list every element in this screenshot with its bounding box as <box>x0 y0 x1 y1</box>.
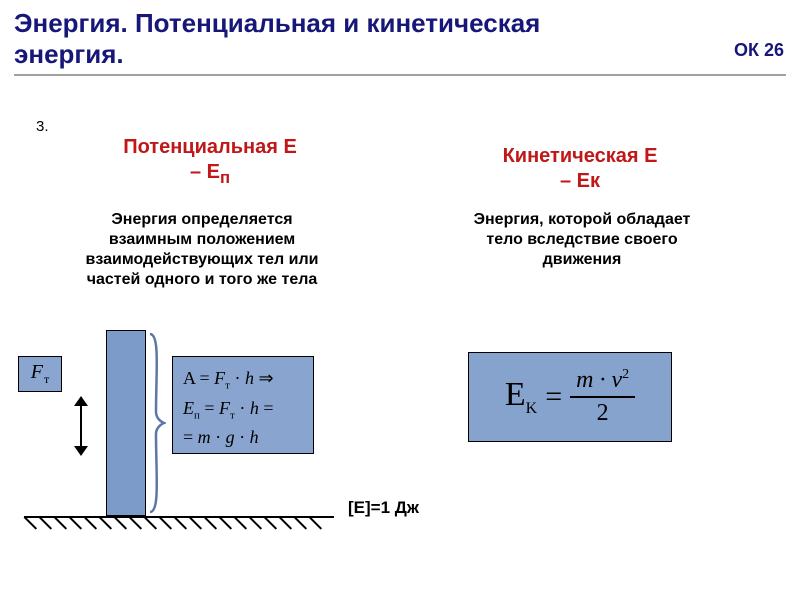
hatch-mark <box>219 516 233 530</box>
title-line-2: энергия. <box>14 39 124 69</box>
potential-heading-l1: Потенциальная Е <box>123 136 297 158</box>
hatch-mark <box>249 516 263 530</box>
hatch-mark <box>294 516 308 530</box>
hatch-mark <box>174 516 188 530</box>
hatch-mark <box>39 516 53 530</box>
kinetic-heading: Кинетическая Е – Ек <box>440 144 720 194</box>
hatch-mark <box>129 516 143 530</box>
kinetic-heading-l2: – Ек <box>560 170 600 192</box>
ke-denominator: 2 <box>597 398 609 427</box>
hatch-mark <box>189 516 203 530</box>
pe-line1: A = Fт · h ⇒ <box>183 365 303 395</box>
potential-heading-l2: – Еп <box>190 161 230 183</box>
force-label-box: Fт <box>18 356 62 392</box>
kinetic-definition: Энергия, которой обладает тело вследстви… <box>462 210 702 270</box>
pe-line3: = m · g · h <box>183 424 303 452</box>
arrow-head-up-icon <box>74 396 88 406</box>
hatch-mark <box>99 516 113 530</box>
hatch-mark <box>144 516 158 530</box>
ke-numerator: m · v2 <box>570 367 635 398</box>
hatch-mark <box>114 516 128 530</box>
hatch-mark <box>279 516 293 530</box>
hatch-mark <box>309 516 323 530</box>
ke-equals: = <box>545 380 562 414</box>
page-title: Энергия. Потенциальная и кинетическая эн… <box>0 0 800 70</box>
item-number: 3. <box>36 118 49 135</box>
badge-label: ОК 26 <box>734 40 784 62</box>
potential-definition: Энергия определяется взаимным положением… <box>72 210 332 290</box>
kinetic-formula-box: EK = m · v2 2 <box>468 352 672 442</box>
hatch-mark <box>84 516 98 530</box>
title-line-1: Энергия. Потенциальная и кинетическая <box>14 8 540 38</box>
hatch-mark <box>204 516 218 530</box>
unit-label: [Е]=1 Дж <box>348 498 419 518</box>
ke-lhs: EK <box>505 376 537 418</box>
hatch-mark <box>234 516 248 530</box>
brace-icon <box>148 332 166 514</box>
pe-line2: Eп = Fт · h = <box>183 395 303 425</box>
hatch-mark <box>69 516 83 530</box>
body-block <box>106 330 146 516</box>
hatch-mark <box>54 516 68 530</box>
title-underline <box>14 74 786 76</box>
potential-formula-box: A = Fт · h ⇒ Eп = Fт · h = = m · g · h <box>172 356 314 454</box>
kinetic-heading-l1: Кинетическая Е <box>503 145 658 167</box>
arrow-shaft <box>80 404 82 448</box>
force-symbol: Fт <box>31 361 49 387</box>
hatch-mark <box>24 516 38 530</box>
hatch-mark <box>264 516 278 530</box>
hatch-mark <box>159 516 173 530</box>
ke-fraction: m · v2 2 <box>570 367 635 427</box>
arrow-head-down-icon <box>74 446 88 456</box>
potential-heading: Потенциальная Е – Еп <box>70 135 350 189</box>
